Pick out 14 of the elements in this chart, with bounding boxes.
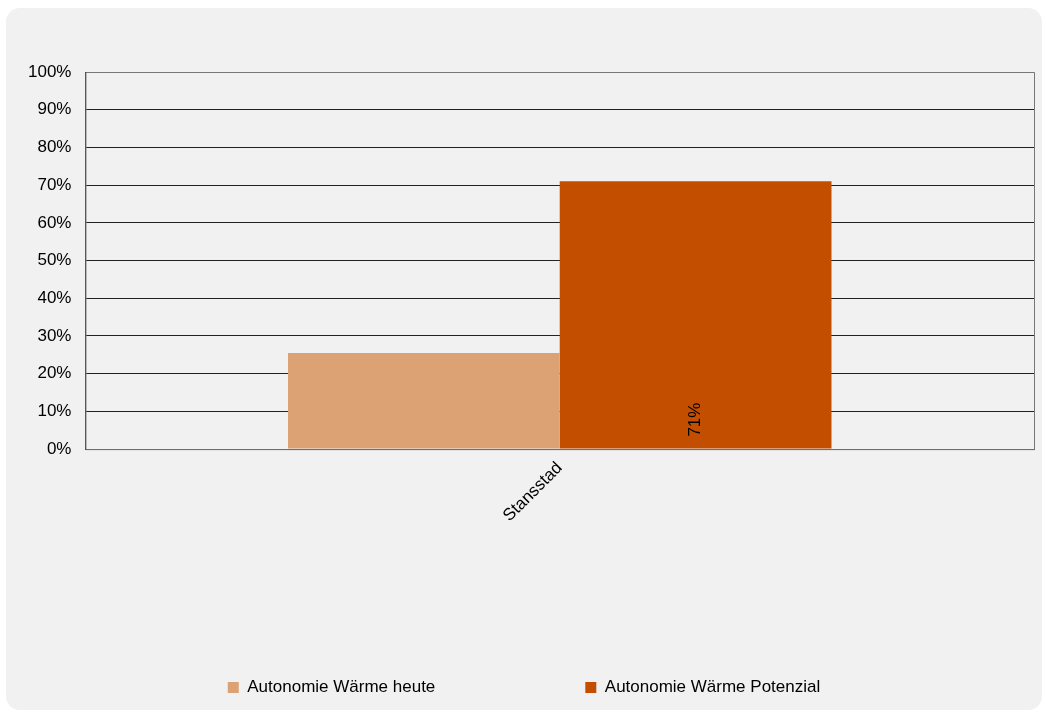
legend-label: Autonomie Wärme Potenzial <box>604 677 821 697</box>
y-tick-label: 40% <box>37 287 72 307</box>
legend-label: Autonomie Wärme heute <box>247 677 436 697</box>
y-tick-label: 0% <box>46 438 72 458</box>
data-label: 71% <box>685 402 705 437</box>
y-tick-label: 80% <box>37 137 72 157</box>
y-tick-label: 90% <box>37 99 72 119</box>
y-tick-label: 70% <box>37 174 72 194</box>
y-tick-label: 100% <box>28 61 72 81</box>
y-tick-label: 60% <box>37 212 72 232</box>
y-tick-label: 10% <box>37 401 72 421</box>
y-tick-label: 30% <box>37 325 72 345</box>
y-tick-label: 50% <box>37 250 72 270</box>
y-tick-label: 20% <box>37 363 72 383</box>
